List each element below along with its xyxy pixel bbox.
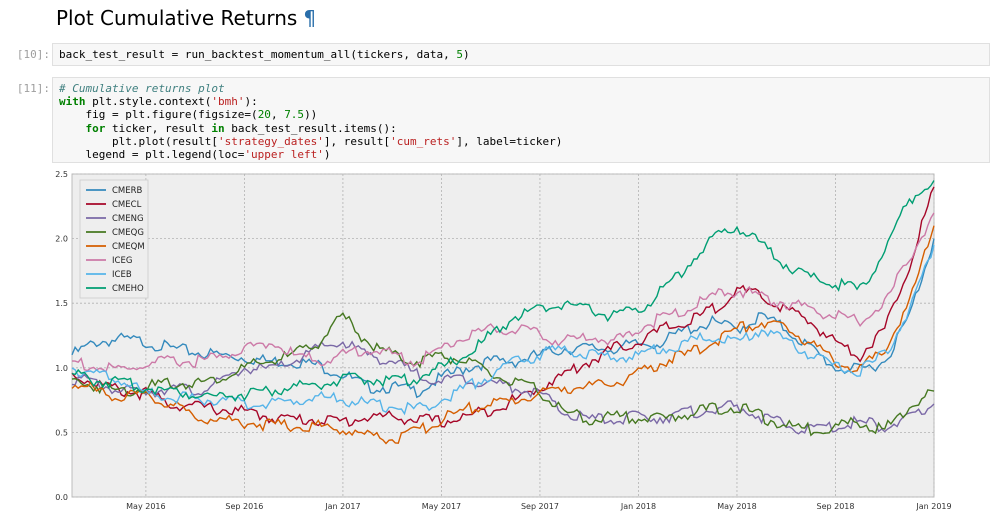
cumulative-returns-chart: 0.0 0.5 1.0 1.5 2.0 2.5 May 2016 Sep 2016 Jan 20… [20,166,995,519]
series-line-iceb [71,244,935,416]
code-line: fig = plt.figure(figsize=(20, 7.5)) [59,108,983,121]
code-token: ) [462,48,470,61]
chart-svg: 0.0 0.5 1.0 1.5 2.0 2.5 May 2016 Sep 2016 Jan 20… [55,170,951,511]
code-token: ) [323,148,331,162]
y-tick-label: 1.5 [55,299,68,308]
section-heading: Plot Cumulative Returns ¶ [56,6,316,30]
legend-label: CMEHO [112,284,144,294]
y-tick-label: 2.0 [55,235,68,244]
legend-box [79,179,149,299]
y-tick-label: 0.5 [55,428,68,437]
code-token: with [59,95,86,109]
x-tick-label: Sep 2018 [816,502,854,511]
cell-prompt-11: [11]: [16,82,50,95]
code-token: 5 [456,48,463,61]
code-token: )) [304,108,318,122]
section-title: Plot Cumulative Returns [56,6,298,30]
code-token: ): [244,95,258,109]
x-tick-label: Sep 2017 [521,502,559,511]
y-tick-label: 1.0 [55,364,68,373]
code-token [59,122,86,135]
x-tick-label: Jan 2018 [620,502,656,511]
code-token: # Cumulative returns plot [59,82,225,95]
legend-label: ICEB [112,270,132,280]
code-token: ], label=ticker) [456,134,563,148]
code-token: plt.style.context( [85,95,212,109]
x-tick-label: Sep 2016 [225,502,263,511]
x-tick-label: Jan 2019 [915,502,951,511]
code-token: 'upper left' [244,148,324,162]
code-token: plt.plot(result[ [59,134,218,148]
series-line-iceg [71,212,935,373]
code-line: plt.plot(result['strategy_dates'], resul… [59,135,983,148]
cell-prompt-10: [10]: [16,48,50,61]
code-token: ], result[ [323,134,391,148]
y-tick-label: 0.0 [55,493,68,502]
y-tick-label: 2.5 [55,170,68,179]
code-token: 'bmh' [211,95,245,109]
code-token: back_test_result.items(): [224,121,397,135]
code-token: legend = plt.legend(loc= [59,148,245,162]
code-token: 'strategy_dates' [217,134,324,148]
code-token: for [85,121,106,135]
code-cell-10[interactable]: back_test_result = run_backtest_momentum… [52,43,990,66]
series-line-cmeqm [71,225,935,445]
code-token: ticker, result [105,121,212,135]
x-tick-label: Jan 2017 [324,502,360,511]
anchor-link-icon[interactable]: ¶ [303,6,317,30]
code-token: back_test_result = run_backtest_momentum… [59,48,457,61]
code-line: legend = plt.legend(loc='upper left') [59,148,983,161]
code-token: 20 [257,108,271,122]
code-line: back_test_result = run_backtest_momentum… [59,48,983,61]
legend-label: ICEG [112,256,132,266]
series-line-cmecl [71,186,935,428]
code-token: fig = plt.figure(figsize=( [59,108,258,122]
plot-area [71,173,935,498]
code-token: 'cum_rets' [390,134,457,148]
code-line: for ticker, result in back_test_result.i… [59,122,983,135]
series-line-cmeho [71,180,935,402]
code-token: , [270,108,285,122]
legend-label: CMECL [112,200,142,210]
code-token: 7.5 [284,108,305,122]
legend-label: CMEQM [112,242,145,252]
legend-label: CMENG [112,214,144,224]
code-line: with plt.style.context('bmh'): [59,95,983,108]
legend-label: CMERB [112,186,143,196]
code-cell-11[interactable]: # Cumulative returns plot with plt.style.… [52,77,990,163]
series-line-cmeqg [71,312,935,437]
code-token: in [211,121,225,135]
x-tick-label: May 2018 [717,502,756,511]
series-line-cmerb [71,238,935,399]
code-line: # Cumulative returns plot [59,82,983,95]
x-tick-label: May 2016 [126,502,165,511]
x-tick-label: May 2017 [422,502,461,511]
legend-label: CMEQG [112,228,144,238]
